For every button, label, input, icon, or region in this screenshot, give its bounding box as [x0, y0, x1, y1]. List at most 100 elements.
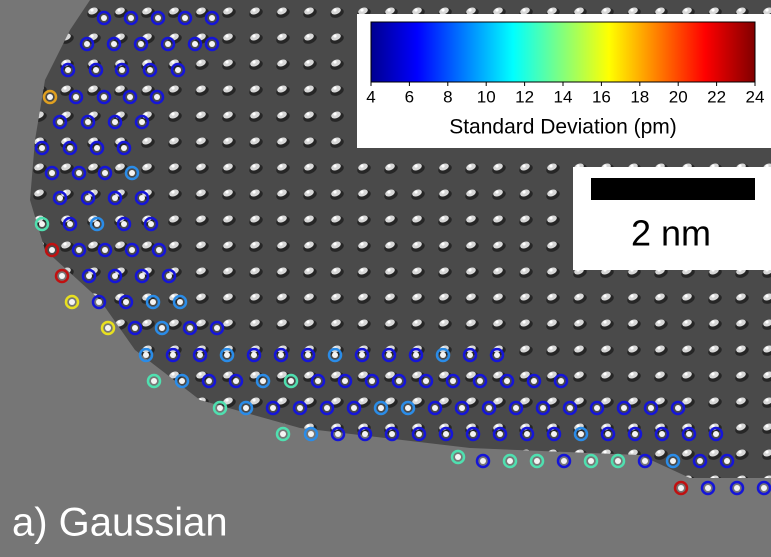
atom-center [513, 405, 519, 411]
atom-center [57, 119, 63, 125]
atom-center [154, 94, 160, 100]
atom-center [459, 405, 465, 411]
atom-center [112, 273, 118, 279]
atom-center [76, 170, 82, 176]
atom-center [69, 299, 75, 305]
atom-center [480, 458, 486, 464]
atom-center [642, 458, 648, 464]
atom-center [192, 41, 198, 47]
atom-center [697, 458, 703, 464]
atom-center [121, 145, 127, 151]
atom-center [359, 352, 365, 358]
scale-bar-label: 2 nm [631, 213, 711, 254]
colorbar-tick-label: 18 [630, 87, 649, 106]
atom-center [594, 405, 600, 411]
atom-center [678, 485, 684, 491]
atom-center [540, 405, 546, 411]
atom-center [214, 325, 220, 331]
atom-center [621, 405, 627, 411]
atom-center [76, 247, 82, 253]
atom-center [94, 145, 100, 151]
atom-center [705, 485, 711, 491]
atom-center [351, 405, 357, 411]
figure: 4681012141618202224 Standard Deviation (… [0, 0, 771, 557]
atom-center [217, 405, 223, 411]
atom-center [686, 431, 692, 437]
atom-center [470, 431, 476, 437]
atom-center [156, 247, 162, 253]
atom-center [396, 378, 402, 384]
atom-center [121, 221, 127, 227]
atom-center [659, 431, 665, 437]
colorbar-tick-label: 22 [707, 87, 726, 106]
atom-center [150, 299, 156, 305]
atom-center [423, 378, 429, 384]
atom-center [102, 247, 108, 253]
atom-center [567, 405, 573, 411]
panel-label: a) Gaussian [12, 501, 228, 545]
atom-center [101, 15, 107, 21]
atom-center [209, 15, 215, 21]
colorbar-tick-label: 14 [554, 87, 573, 106]
atom-center [85, 195, 91, 201]
atom-center [143, 352, 149, 358]
atom-center [324, 405, 330, 411]
atom-center [155, 15, 161, 21]
atom-center [280, 431, 286, 437]
atom-center [123, 299, 129, 305]
atom-center [102, 170, 108, 176]
atom-center [139, 119, 145, 125]
atom-center [49, 247, 55, 253]
atom-center [260, 378, 266, 384]
atom-center [534, 458, 540, 464]
atom-center [524, 431, 530, 437]
atom-center [251, 352, 257, 358]
atom-center [129, 170, 135, 176]
atom-center [147, 67, 153, 73]
atom-center [278, 352, 284, 358]
atom-center [467, 352, 473, 358]
atom-center [308, 431, 314, 437]
atom-center [128, 15, 134, 21]
atom-center [450, 378, 456, 384]
atom-center [84, 41, 90, 47]
atom-center [504, 378, 510, 384]
atom-center [761, 485, 767, 491]
atom-center [455, 454, 461, 460]
atom-center [86, 273, 92, 279]
atom-center [175, 67, 181, 73]
atom-center [243, 405, 249, 411]
atom-center [127, 94, 133, 100]
atom-center [139, 195, 145, 201]
atom-center [112, 195, 118, 201]
atom-center [177, 299, 183, 305]
atom-center [507, 458, 513, 464]
atom-center [111, 41, 117, 47]
colorbar-tick-label: 12 [515, 87, 534, 106]
atom-center [297, 405, 303, 411]
colorbar-tick-label: 10 [477, 87, 496, 106]
atom-center [632, 431, 638, 437]
atom-center [112, 119, 118, 125]
atom-center [105, 325, 111, 331]
atom-center [65, 67, 71, 73]
atom-center [94, 221, 100, 227]
atom-center [531, 378, 537, 384]
atom-center [101, 94, 107, 100]
atom-center [413, 352, 419, 358]
atom-center [561, 458, 567, 464]
atom-center [386, 352, 392, 358]
atom-center [67, 145, 73, 151]
atom-center [615, 458, 621, 464]
atom-center [288, 378, 294, 384]
atom-center [59, 273, 65, 279]
atom-center [179, 378, 185, 384]
atom-center [416, 431, 422, 437]
atom-center [224, 352, 230, 358]
atom-center [605, 431, 611, 437]
atom-center [405, 405, 411, 411]
atom-center [440, 352, 446, 358]
atom-center [187, 325, 193, 331]
atom-center [588, 458, 594, 464]
atom-center [148, 221, 154, 227]
